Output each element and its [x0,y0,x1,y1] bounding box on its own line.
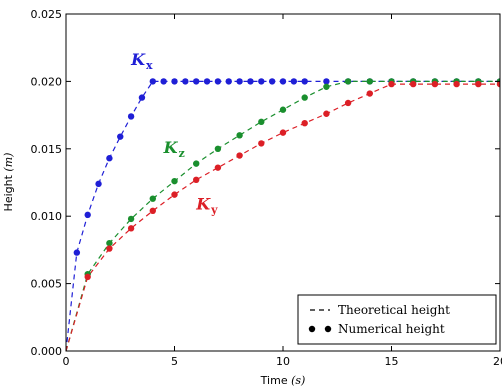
y-axis-label: Height (m) [2,153,15,212]
numerical-point-kz [214,145,222,152]
y-tick-label: 0.025 [31,8,63,21]
legend-entry-numerical: Numerical height [308,322,445,336]
numerical-point-ky [301,119,308,127]
numerical-point-ky [193,176,200,184]
numerical-point-ky [84,273,91,281]
numerical-point-kz [171,177,178,185]
series-label-kx: Kx [130,50,153,72]
numerical-point-ky [496,80,500,88]
numerical-point-kx [73,249,81,256]
numerical-point-ky [410,80,417,88]
theoretical-line-kx [66,80,500,351]
numerical-point-ky [171,191,178,198]
series-label-kz: Kz [163,138,185,160]
numerical-point-kz [149,195,156,202]
numerical-point-ky [431,80,439,88]
numerical-point-kz [193,160,200,167]
y-axis: 0.000 0.005 0.010 0.015 0.020 0.025 [31,8,500,358]
numerical-point-kx [149,78,156,85]
series-label-ky: Ky [195,194,218,216]
numerical-point-kx [127,113,135,120]
legend-dot-icon [324,325,332,333]
numerical-point-kx [193,78,200,85]
numerical-point-ky [127,225,135,232]
numerical-point-kx [117,133,124,140]
numerical-point-kz [106,239,113,247]
x-tick-label: 15 [385,355,399,368]
x-tick-label: 20 [493,355,502,368]
numerical-point-ky [475,80,482,88]
numerical-point-ky [214,164,222,171]
y-tick-label: 0.015 [31,143,63,156]
numerical-point-kx [323,78,330,85]
legend-box [297,294,497,345]
y-tick-label: 0.000 [31,345,63,358]
y-tick-label: 0.005 [31,278,63,291]
numerical-point-kx [301,78,308,85]
numerical-point-kx [247,78,254,85]
legend-label-theoretical: Theoretical height [338,303,450,317]
numerical-point-ky [258,140,265,147]
numerical-point-kx [138,94,146,101]
numerical-point-kz [301,94,308,101]
x-axis-label: Time (s) [260,374,306,387]
numerical-point-ky [388,80,395,88]
numerical-point-kx [171,78,178,85]
numerical-point-ky [453,80,460,88]
numerical-point-kx [182,78,189,85]
numerical-point-kx [290,78,298,85]
numerical-point-kz [366,78,373,85]
numerical-point-ky [106,245,113,252]
numerical-point-kz [258,118,265,126]
numerical-point-kx [236,78,243,85]
legend: Theoretical height Numerical height [297,294,497,345]
numerical-point-kx [279,78,287,85]
series-labels: Kx Kz Ky [130,50,218,216]
y-tick-label: 0.020 [31,75,63,88]
numerical-point-kx [84,211,91,219]
x-tick-label: 5 [171,355,178,368]
numerical-point-kx [160,78,167,85]
numerical-point-kz [323,83,330,90]
x-tick-label: 10 [276,355,290,368]
series-points [73,78,500,281]
legend-label-numerical: Numerical height [338,322,445,336]
numerical-point-kz [279,106,287,113]
numerical-point-ky [366,90,373,97]
numerical-point-kz [236,132,243,139]
numerical-point-kx [214,78,222,85]
legend-dot-icon [308,325,316,333]
numerical-point-ky [236,152,243,159]
numerical-point-kz [344,78,352,85]
legend-entry-theoretical: Theoretical height [310,303,450,317]
numerical-point-kx [203,78,211,85]
numerical-point-ky [323,110,330,117]
numerical-point-ky [344,99,352,107]
numerical-point-kx [106,155,113,162]
numerical-point-ky [279,129,287,136]
numerical-point-kz [127,215,135,223]
x-tick-label: 0 [63,355,70,368]
numerical-point-kx [95,180,102,188]
numerical-point-ky [149,207,156,215]
y-tick-label: 0.010 [31,210,63,223]
numerical-point-kx [258,78,265,85]
x-axis: 0 5 10 15 20 [63,14,502,368]
numerical-point-kx [225,78,232,85]
numerical-point-kx [268,78,276,85]
